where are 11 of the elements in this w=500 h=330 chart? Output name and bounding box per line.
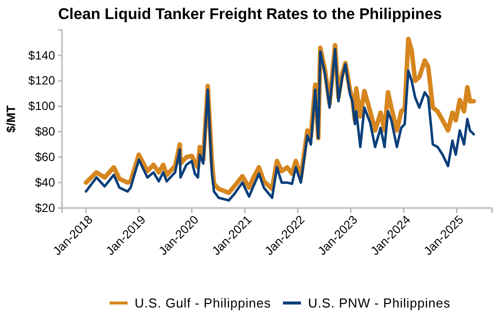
y-tick-label: $40 [34, 175, 56, 190]
y-tick-label: $140 [28, 48, 56, 62]
y-tick-label: $100 [28, 99, 56, 114]
y-tick-label: $80 [34, 124, 56, 139]
y-tick-label: $120 [28, 74, 56, 88]
chart-title: Clean Liquid Tanker Freight Rates to the Philippines [58, 6, 442, 23]
y-tick-label: $60 [34, 150, 56, 164]
y-tick-label: $20 [34, 200, 56, 215]
y-axis-title: $/MT [4, 104, 18, 133]
legend-label: U.S. Gulf - Philippines [134, 296, 272, 310]
legend-label: U.S. PNW - Philippines [308, 296, 451, 310]
